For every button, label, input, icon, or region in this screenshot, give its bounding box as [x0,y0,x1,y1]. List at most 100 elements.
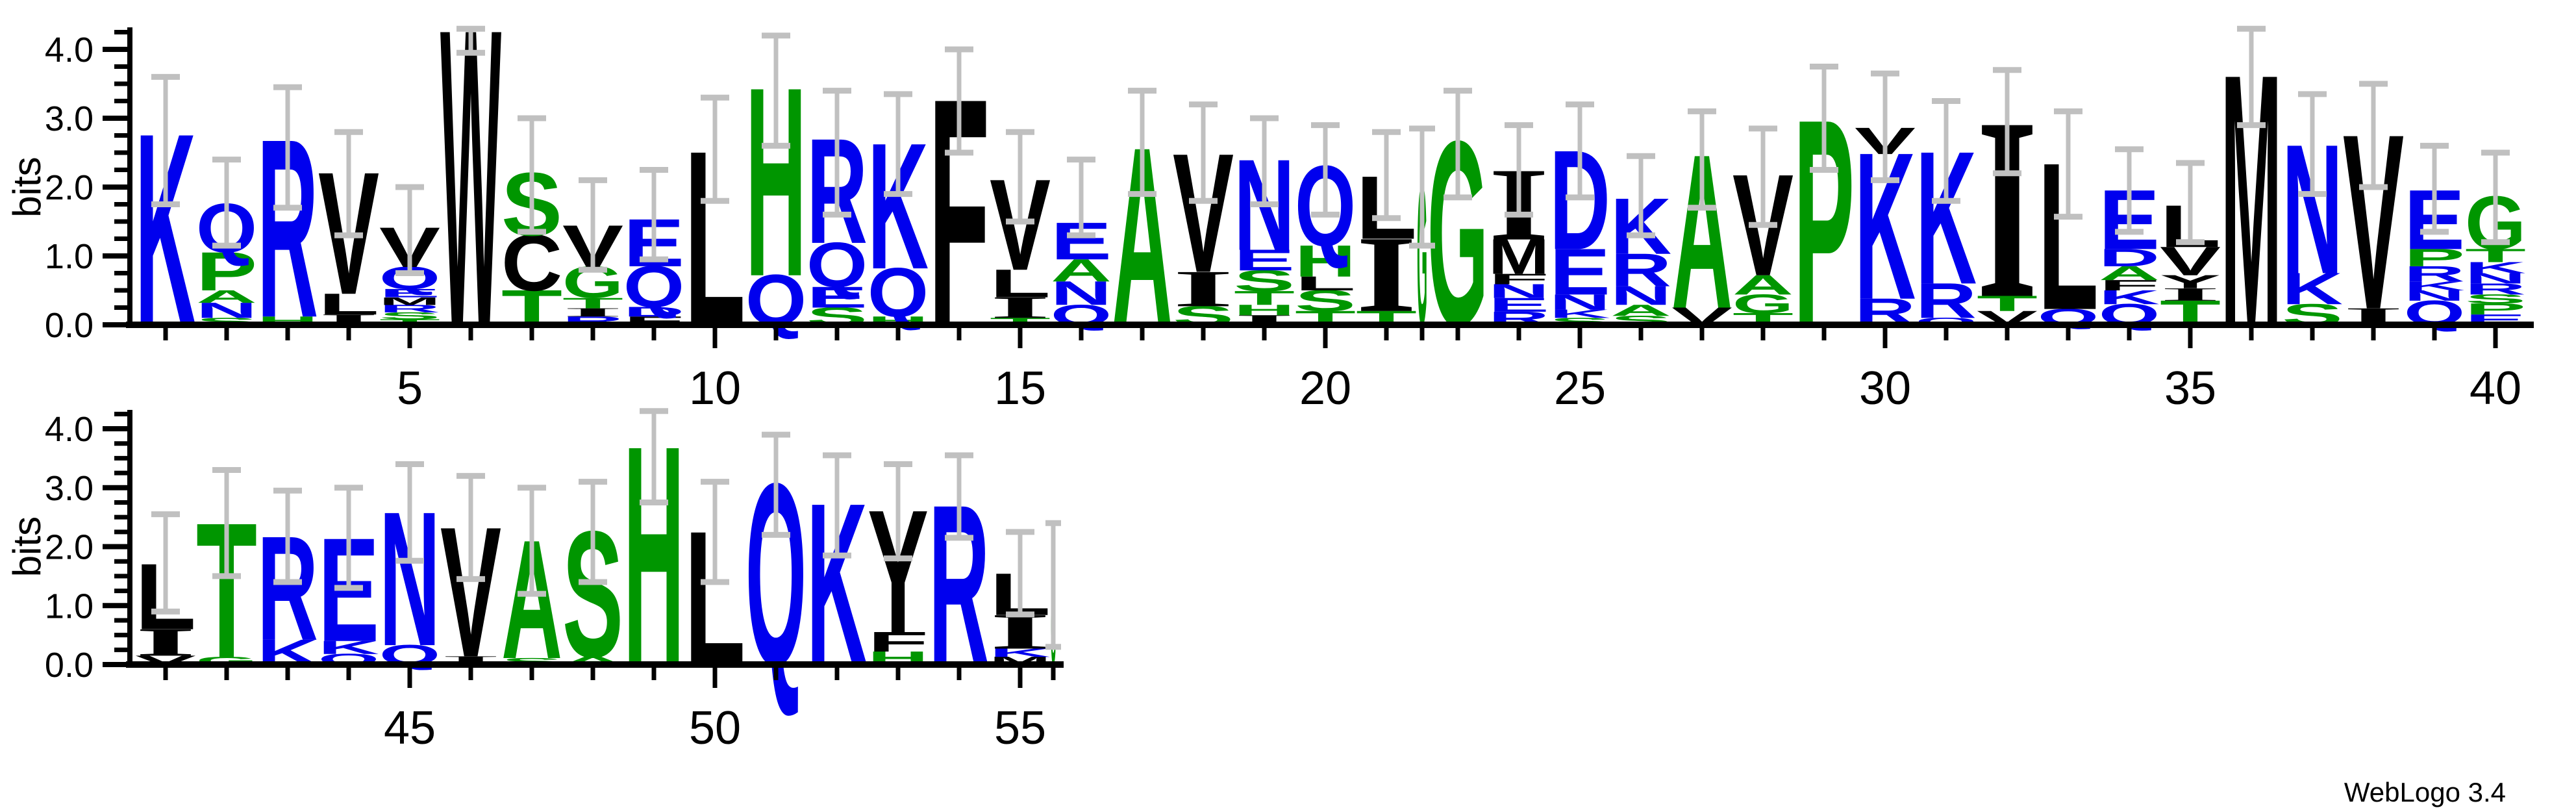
logo-letter-K-37: K [2282,263,2343,314]
error-bar-25 [1566,101,1594,201]
logo-letter-R-5: R [379,303,440,315]
error-bars-row-2 [151,408,1061,650]
x-ticks-row-2: 45 50 55 [163,665,1056,754]
logo-letter-N-24: N [1488,280,1549,302]
logo-letter-A-16: A [1051,253,1112,288]
error-bar-41 [151,511,180,615]
y-tick-label: 2.0 [45,168,94,207]
logo-letter-W-6: W [440,0,502,416]
error-bar-2 [212,157,241,249]
x-tick-label: 30 [1859,362,1911,414]
logo-letter-V-35: V [2160,238,2221,284]
logo-letter-T-32: T [1977,291,2038,316]
x-tick-label: 55 [994,702,1046,754]
logo-letter-L-15: L [990,261,1051,306]
error-bar-44 [334,485,363,591]
logo-letter-S-19: S [1234,264,1295,298]
error-bar-11 [762,32,790,149]
logo-letter-S-40: S [2465,292,2526,306]
error-bar-3 [273,84,302,211]
logo-letter-A-34: A [2099,262,2160,284]
logo-letter-K-44: K [318,637,379,658]
logo-letter-K-55: K [990,646,1051,660]
error-bar-30 [1871,70,1899,183]
logo-letter-E-24: E [1488,294,1549,316]
error-bar-33 [2054,108,2082,220]
logo-letter-D-34: D [2099,244,2160,272]
error-bar-26 [1627,153,1655,238]
y-tick-label: 3.0 [45,469,94,508]
error-bar-46 [456,473,485,582]
logo-letter-I-18: I [1173,260,1234,318]
error-bar-9 [640,167,668,262]
logo-letter-S-5: S [379,311,440,322]
error-bar-18 [1189,101,1218,204]
y-tick-label: 3.0 [45,99,94,138]
logo-letter-G-28: G [1732,289,1794,319]
logo-letter-N-25: N [1549,290,1610,314]
logo-letter-R-26: R [1610,244,1671,296]
error-bar-50 [701,479,729,585]
logo-letter-N-16: N [1051,274,1112,312]
error-bar-4 [334,129,363,238]
error-bar-10 [701,94,729,204]
error-bar-24 [1505,122,1533,218]
logo-letter-P-2: P [196,240,257,302]
logo-letter-Q-13: Q [868,253,929,331]
error-bar-38 [2359,81,2388,190]
x-tick-label: 25 [1554,362,1606,414]
error-bar-8 [579,177,607,273]
logo-letter-K-40: K [2465,259,2526,277]
error-bar-6 [456,25,485,56]
logo-letter-I-21: I [1356,213,1417,335]
logo-letter-F-34: F [2099,277,2160,294]
error-bar-20 [1311,122,1340,218]
y-axis-row-1: 0.0 1.0 2.0 3.0 4.0 bits [5,27,132,345]
logo-letter-A-26: A [1610,301,1671,319]
logo-row-2: 0.01.02.03.04.0bitsVILGTKRQKEQNIVSAASHLQ… [5,381,1064,754]
error-bar-31 [1932,98,1960,204]
error-bar-34 [2115,146,2144,235]
error-bar-5 [395,184,424,276]
x-tick-label: 15 [994,362,1046,414]
error-bar-48 [579,479,607,585]
logo-letter-Q-9: Q [623,254,684,320]
logo-letter-N-2: N [196,298,257,323]
error-bar-13 [884,91,912,197]
error-bar-37 [2298,91,2327,197]
error-bar-14 [945,46,973,156]
weblogo-credit: WebLogo 3.4 [2344,777,2506,807]
logo-letter-L-20: L [1295,272,1356,294]
logo-letter-N-40: N [2465,270,2526,287]
y-axis-row-2: 0.0 1.0 2.0 3.0 4.0 bits [5,409,132,685]
error-bar-35 [2176,160,2205,246]
error-bar-52 [823,452,851,559]
y-tick-label: 0.0 [45,306,94,345]
error-bar-23 [1444,88,1472,201]
logo-letter-E-25: E [1549,235,1610,309]
logo-letter-N-39: N [2404,287,2465,304]
x-tick-label: 10 [689,362,741,414]
error-bar-28 [1749,125,1777,228]
logo-letter-K-34: K [2099,286,2160,308]
error-bar-47 [518,485,546,597]
error-bar-29 [1810,64,1838,173]
logo-letter-D-9: D [623,304,684,320]
error-bar-7 [518,115,546,235]
logo-letter-R-39: R [2404,261,2465,286]
logo-letter-A-2: A [196,286,257,307]
y-axis-title: bits [5,516,49,577]
logo-letter-M-5: M [379,295,440,307]
y-tick-label: 4.0 [45,410,94,449]
x-tick-label: 5 [397,362,423,414]
logo-letter-I-35: I [2160,284,2221,305]
logo-letter-F-24: F [1488,271,1549,288]
logo-letter-N-26: N [1610,281,1671,311]
logo-letter-R-31: R [1916,273,1977,329]
error-bar-1 [151,73,180,207]
logo-letter-E-19: E [1234,244,1295,277]
logo-letter-P-39: P [2404,244,2465,272]
x-tick-label: 45 [384,702,436,754]
logo-letter-I-8: I [562,305,623,319]
